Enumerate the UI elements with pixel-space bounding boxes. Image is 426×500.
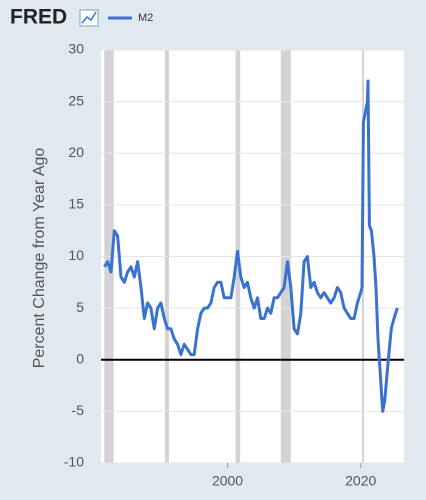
- y-tick-label: 15: [68, 196, 84, 212]
- logo-icon: [79, 9, 99, 27]
- logo: FRED: [10, 6, 67, 29]
- y-tick-label: -5: [72, 402, 85, 418]
- legend-label: M2: [138, 12, 153, 24]
- y-tick-label: 0: [76, 350, 84, 366]
- y-tick-label: 25: [68, 92, 84, 108]
- y-tick-label: 30: [68, 41, 84, 57]
- x-tick-label: 2000: [212, 473, 243, 489]
- x-tick-label: 2020: [345, 473, 376, 489]
- y-tick-label: 5: [76, 299, 84, 315]
- data-line: [103, 79, 399, 413]
- y-axis-label: Percent Change from Year Ago: [31, 148, 48, 369]
- y-tick-label: 20: [68, 144, 84, 160]
- y-tick-label: 10: [68, 247, 84, 263]
- y-tick-label: -10: [64, 454, 84, 470]
